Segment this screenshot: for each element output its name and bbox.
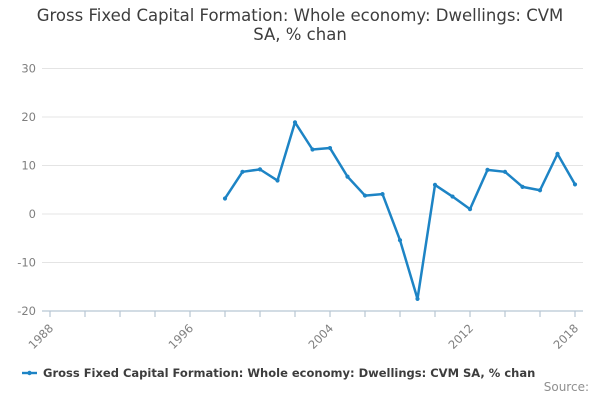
data-line	[223, 121, 577, 301]
gridlines	[42, 68, 583, 312]
data-point-marker	[572, 182, 578, 187]
chart-title: Gross Fixed Capital Formation: Whole eco…	[36, 6, 564, 45]
data-point-marker	[502, 169, 508, 174]
y-tick-label: 0	[29, 207, 36, 221]
data-point-marker	[555, 151, 560, 156]
x-tick-label: 2004	[306, 321, 337, 352]
data-point-marker	[432, 182, 438, 187]
y-tick-label: 10	[21, 159, 36, 173]
axes	[42, 310, 583, 317]
data-point-marker	[380, 192, 385, 197]
x-tick-label: 1996	[166, 321, 197, 352]
x-tick-label: 2018	[551, 321, 582, 352]
data-point-marker	[292, 120, 298, 125]
source-label: Source:	[543, 380, 589, 394]
legend: Gross Fixed Capital Formation: Whole eco…	[21, 366, 535, 380]
data-point-marker	[275, 178, 280, 183]
data-point-marker	[485, 167, 490, 172]
y-tick-label: 20	[21, 110, 36, 124]
data-point-marker	[222, 196, 228, 201]
data-point-marker	[362, 193, 368, 198]
axis-labels: 30 20 10 0 -10 -20 1988 1996 2004 2012 2018	[17, 62, 581, 352]
y-tick-label: -10	[17, 256, 36, 270]
x-tick-label: 1988	[26, 321, 57, 352]
y-tick-label: 30	[21, 62, 36, 76]
data-point-marker	[520, 184, 525, 189]
x-tick-label: 2012	[446, 321, 477, 352]
y-tick-label: -20	[17, 304, 36, 318]
data-point-marker	[415, 296, 420, 301]
data-point-marker	[310, 147, 315, 152]
data-point-marker	[257, 167, 263, 172]
data-point-marker	[397, 238, 403, 243]
legend-label: Gross Fixed Capital Formation: Whole eco…	[43, 366, 536, 380]
data-point-marker	[450, 194, 455, 199]
legend-line-icon	[22, 370, 37, 376]
data-point-marker	[537, 188, 543, 193]
data-point-marker	[345, 174, 350, 179]
data-point-marker	[327, 145, 333, 151]
data-point-marker	[240, 169, 245, 174]
data-point-marker	[467, 207, 473, 212]
data-series	[222, 120, 578, 301]
